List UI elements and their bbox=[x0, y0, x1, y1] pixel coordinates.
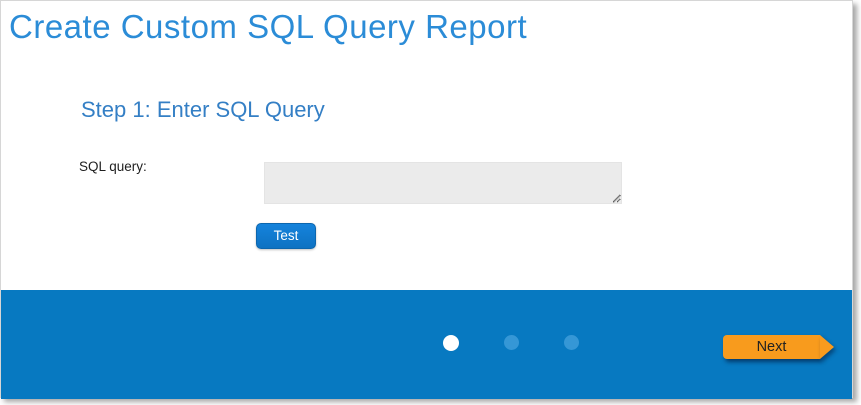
sql-query-label: SQL query: bbox=[79, 159, 147, 174]
test-button[interactable]: Test bbox=[256, 223, 316, 249]
wizard-card: Create Custom SQL Query Report Step 1: E… bbox=[0, 0, 853, 399]
step-dot-1[interactable] bbox=[443, 334, 459, 351]
step-heading: Step 1: Enter SQL Query bbox=[81, 97, 325, 122]
next-arrow-icon bbox=[820, 335, 834, 359]
next-button-label: Next bbox=[756, 339, 787, 355]
page-title: Create Custom SQL Query Report bbox=[9, 8, 528, 45]
step-dot-3[interactable] bbox=[564, 335, 579, 350]
next-button[interactable]: Next bbox=[723, 335, 834, 359]
sql-query-input[interactable] bbox=[264, 162, 622, 204]
wizard-footer: Next bbox=[1, 290, 852, 399]
step-dot-2[interactable] bbox=[504, 335, 519, 350]
